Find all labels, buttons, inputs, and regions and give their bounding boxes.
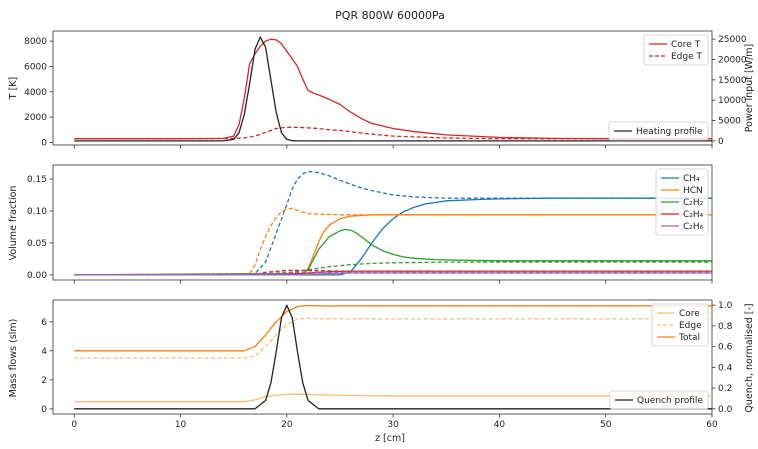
y2-tick-label: 0.6 xyxy=(718,343,733,353)
x-tick-label: 20 xyxy=(281,420,293,430)
x-tick-label: 0 xyxy=(71,420,77,430)
x-tick-label: 30 xyxy=(387,420,399,430)
series-group xyxy=(74,304,712,410)
y-tick-label: 0.05 xyxy=(27,239,47,249)
x-tick-label: 40 xyxy=(494,420,506,430)
x-tick-label: 60 xyxy=(706,420,718,430)
legend-entry-edge: Edge xyxy=(679,321,702,331)
series-line-core xyxy=(74,393,712,403)
legend-entry-edge-t: Edge T xyxy=(671,52,703,62)
x-tick-label: 50 xyxy=(600,420,612,430)
legend-box xyxy=(608,121,709,141)
plot-frame xyxy=(52,299,713,415)
power-y2-label: Power input [W/m] xyxy=(744,44,755,132)
y-tick-label: 2 xyxy=(41,376,47,386)
series-line-quench-profile xyxy=(74,304,712,410)
legend-entry-c2h2: C₂H₂ xyxy=(683,198,704,208)
series-line-hcn xyxy=(74,214,712,276)
series-line-c2h2 xyxy=(74,228,712,276)
y-tick-label: 8000 xyxy=(24,37,47,47)
series-line-ch4-edge xyxy=(74,170,712,276)
legend-box xyxy=(651,303,709,347)
mass-flow-panel: 0 10 20 30 40 50 60 0 2 4 6 0.0 0.2 0.4 0.6 0.8 1.0 Core E… xyxy=(41,299,733,430)
legend-entry-c2h6: C₂H₆ xyxy=(683,222,704,232)
series-line-hcn-edge xyxy=(74,207,712,276)
x-tick-label: 10 xyxy=(175,420,187,430)
temperature-y-label: T [K] xyxy=(8,77,19,100)
legend-entry-total: Total xyxy=(678,333,700,343)
series-line-total xyxy=(74,304,712,352)
y-tick-label: 0.10 xyxy=(27,207,47,217)
y2-tick-label: 0.8 xyxy=(718,322,733,332)
legend-entry-c2h4: C₂H₄ xyxy=(683,210,704,220)
series-line-edge xyxy=(74,317,712,359)
plot-frame xyxy=(52,30,713,146)
series-line-c2h6 xyxy=(74,272,712,276)
y2-tick-label: 0.0 xyxy=(718,405,733,415)
plot-frame xyxy=(52,164,713,281)
series-line-c2h4-edge xyxy=(74,269,712,276)
y2-tick-label: 0.2 xyxy=(718,384,732,394)
y-tick-label: 0.15 xyxy=(27,175,47,185)
y-tick-label: 6 xyxy=(41,318,47,328)
series-line-core-t xyxy=(74,38,712,140)
legend-box xyxy=(643,34,709,66)
y-tick-label: 0 xyxy=(41,138,47,148)
y2-tick-label: 20000 xyxy=(718,56,747,66)
x-axis-label: z [cm] xyxy=(375,433,405,444)
legend-entry-ch4: CH₄ xyxy=(683,174,700,184)
volume-fraction-y-label: Volume fraction xyxy=(8,186,19,261)
series-line-edge-t xyxy=(74,126,712,140)
legend-box xyxy=(655,168,709,236)
legend-entry-heating-profile: Heating profile xyxy=(636,127,703,137)
series-group xyxy=(74,36,712,142)
temperature-panel: 0 2000 4000 6000 8000 0 5000 10000 15000 20000 250… xyxy=(24,30,747,149)
y-tick-label: 4000 xyxy=(24,88,47,98)
y2-tick-label: 0.4 xyxy=(718,363,733,373)
y-tick-label: 0 xyxy=(41,405,47,415)
legend-entry-quench-profile: Quench profile xyxy=(637,396,703,406)
series-line-heating-profile xyxy=(74,36,712,142)
y2-tick-label: 1.0 xyxy=(718,301,733,311)
legend-entry-core: Core xyxy=(679,309,700,319)
y2-tick-label: 15000 xyxy=(718,76,747,86)
y-tick-label: 6000 xyxy=(24,62,47,72)
legend-box xyxy=(609,390,709,410)
y-tick-label: 0.00 xyxy=(27,271,47,281)
y2-tick-label: 25000 xyxy=(718,35,747,45)
y-tick-label: 2000 xyxy=(24,113,47,123)
quench-y2-label: Quench, normalised [-] xyxy=(744,303,755,412)
figure-title: PQR 800W 60000Pa xyxy=(335,9,445,22)
y2-tick-label: 0 xyxy=(718,137,724,147)
y2-tick-label: 10000 xyxy=(718,96,747,106)
legend-entry-hcn: HCN xyxy=(683,186,703,196)
legend-entry-core-t: Core T xyxy=(671,40,701,50)
series-line-ch4 xyxy=(74,197,712,276)
volume-fraction-panel: 0.00 0.05 0.10 0.15 CH₄ HCN C₂H₂ C₂H₄ C₂H₆ xyxy=(27,164,713,284)
y2-tick-label: 5000 xyxy=(718,117,741,127)
series-line-c2h6-edge xyxy=(74,271,712,276)
series-group xyxy=(74,170,712,276)
y-tick-label: 4 xyxy=(41,347,47,357)
mass-flow-y-label: Mass flows (slm) xyxy=(8,319,19,398)
series-line-c2h2-edge xyxy=(74,261,712,276)
